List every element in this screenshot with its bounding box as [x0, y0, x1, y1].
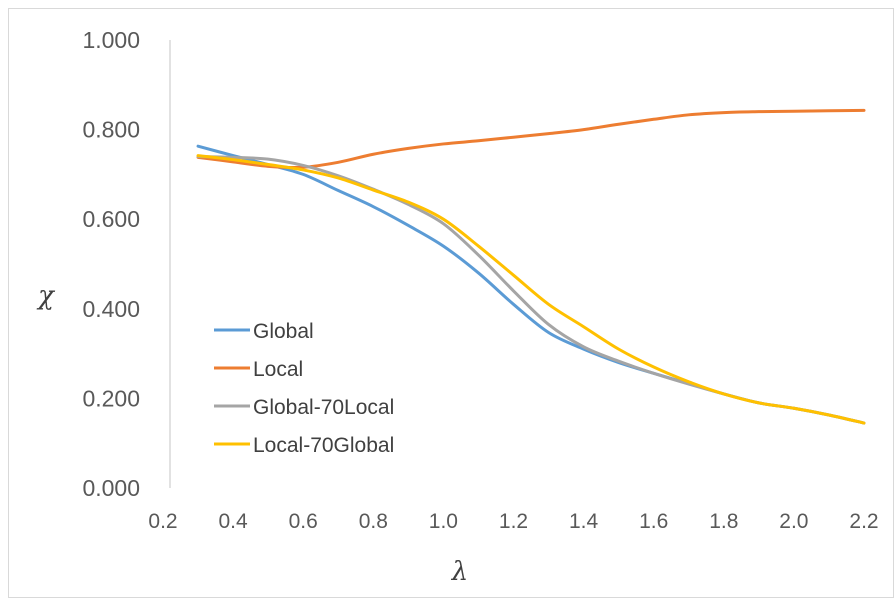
legend-label-local: Local [253, 358, 303, 381]
x-tick-label: 1.6 [639, 510, 668, 533]
series-lines [196, 108, 866, 425]
series-line-global [196, 144, 866, 425]
x-tick-label: 1.0 [429, 510, 458, 533]
x-tick-label: 2.0 [779, 510, 808, 533]
x-tick-label: 0.6 [289, 510, 318, 533]
y-tick-labels: 0.000 0.200 0.400 0.600 0.800 1.000 [82, 27, 140, 501]
x-tick-label: 0.4 [218, 510, 248, 533]
y-tick-label: 0.400 [82, 296, 140, 322]
x-tick-label: 2.2 [849, 510, 878, 533]
legend-label-local-70global: Local-70Global [253, 434, 394, 457]
x-tick-label: 0.8 [359, 510, 388, 533]
chart-frame [8, 8, 894, 598]
x-tick-label: 1.8 [709, 510, 738, 533]
y-tick-label: 0.200 [82, 385, 140, 411]
x-tick-label: 1.4 [569, 510, 599, 533]
x-tick-label: 0.2 [148, 510, 177, 533]
x-tick-labels: 0.2 0.4 0.6 0.8 1.0 1.2 1.4 1.6 1.8 2.0 2.2 [148, 510, 878, 533]
y-tick-label: 1.000 [82, 27, 140, 53]
x-tick-label: 1.2 [499, 510, 528, 533]
y-axis-title: χ [36, 281, 56, 311]
series-line-local-70global [196, 154, 866, 425]
x-axis-title: λ [451, 557, 468, 587]
y-tick-label: 0.600 [82, 206, 140, 232]
legend: Global Local Global-70Local Local-70Global [214, 320, 394, 457]
y-tick-label: 0.800 [82, 117, 140, 143]
y-tick-label: 0.000 [82, 475, 140, 501]
legend-label-global-70local: Global-70Local [253, 396, 394, 419]
series-line-local [196, 108, 866, 170]
legend-label-global: Global [253, 320, 314, 343]
